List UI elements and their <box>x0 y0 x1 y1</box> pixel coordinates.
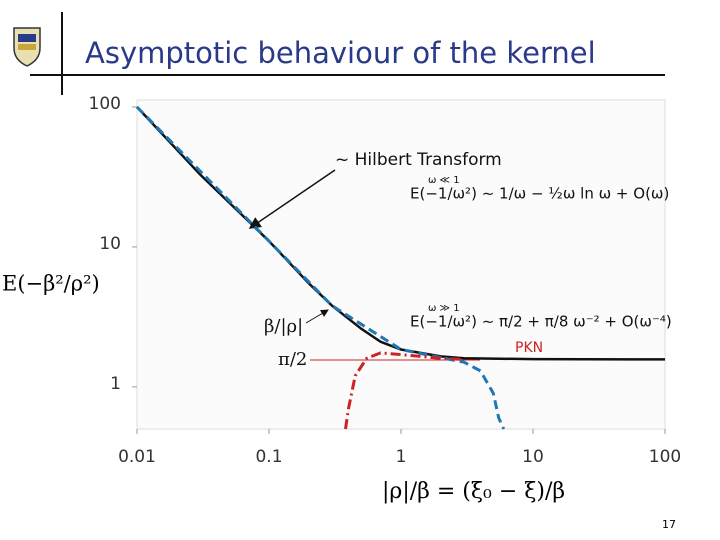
annotation: β/|ρ| <box>264 316 303 337</box>
y-tick-label: 1 <box>110 374 121 394</box>
x-tick-label: 100 <box>649 447 681 467</box>
slide-title: Asymptotic behaviour of the kernel <box>85 36 596 70</box>
y-tick-label: 100 <box>89 94 121 114</box>
annotation: E(−1/ω²) ∼ π/2 + π/8 ω⁻² + O(ω⁻⁴) <box>410 313 672 331</box>
data-line <box>344 351 465 430</box>
annotation: ω ≫ 1 <box>428 303 460 314</box>
annotation-arrow <box>305 309 329 324</box>
annotation: ~ Hilbert Transform <box>335 150 502 170</box>
page-number: 17 <box>662 518 676 531</box>
annotation: PKN <box>515 340 543 356</box>
x-axis-label: |ρ|/β = (ξ₀ − ξ)/β <box>382 479 565 504</box>
annotation: E(−1/ω²) ∼ 1/ω − ½ω ln ω + O(ω) <box>410 185 669 203</box>
y-tick-label: 10 <box>99 234 121 254</box>
logo <box>13 27 41 67</box>
annotation: ω ≪ 1 <box>428 175 460 186</box>
plot-area <box>136 99 666 430</box>
x-tick-label: 0.01 <box>118 447 156 467</box>
x-tick-label: 10 <box>522 447 544 467</box>
x-tick-label: 0.1 <box>255 447 282 467</box>
x-tick-label: 1 <box>396 447 407 467</box>
y-axis-label: E(−β²/ρ²) <box>2 272 100 296</box>
annotation: π/2 <box>278 349 307 370</box>
annotation-arrow <box>248 169 336 229</box>
